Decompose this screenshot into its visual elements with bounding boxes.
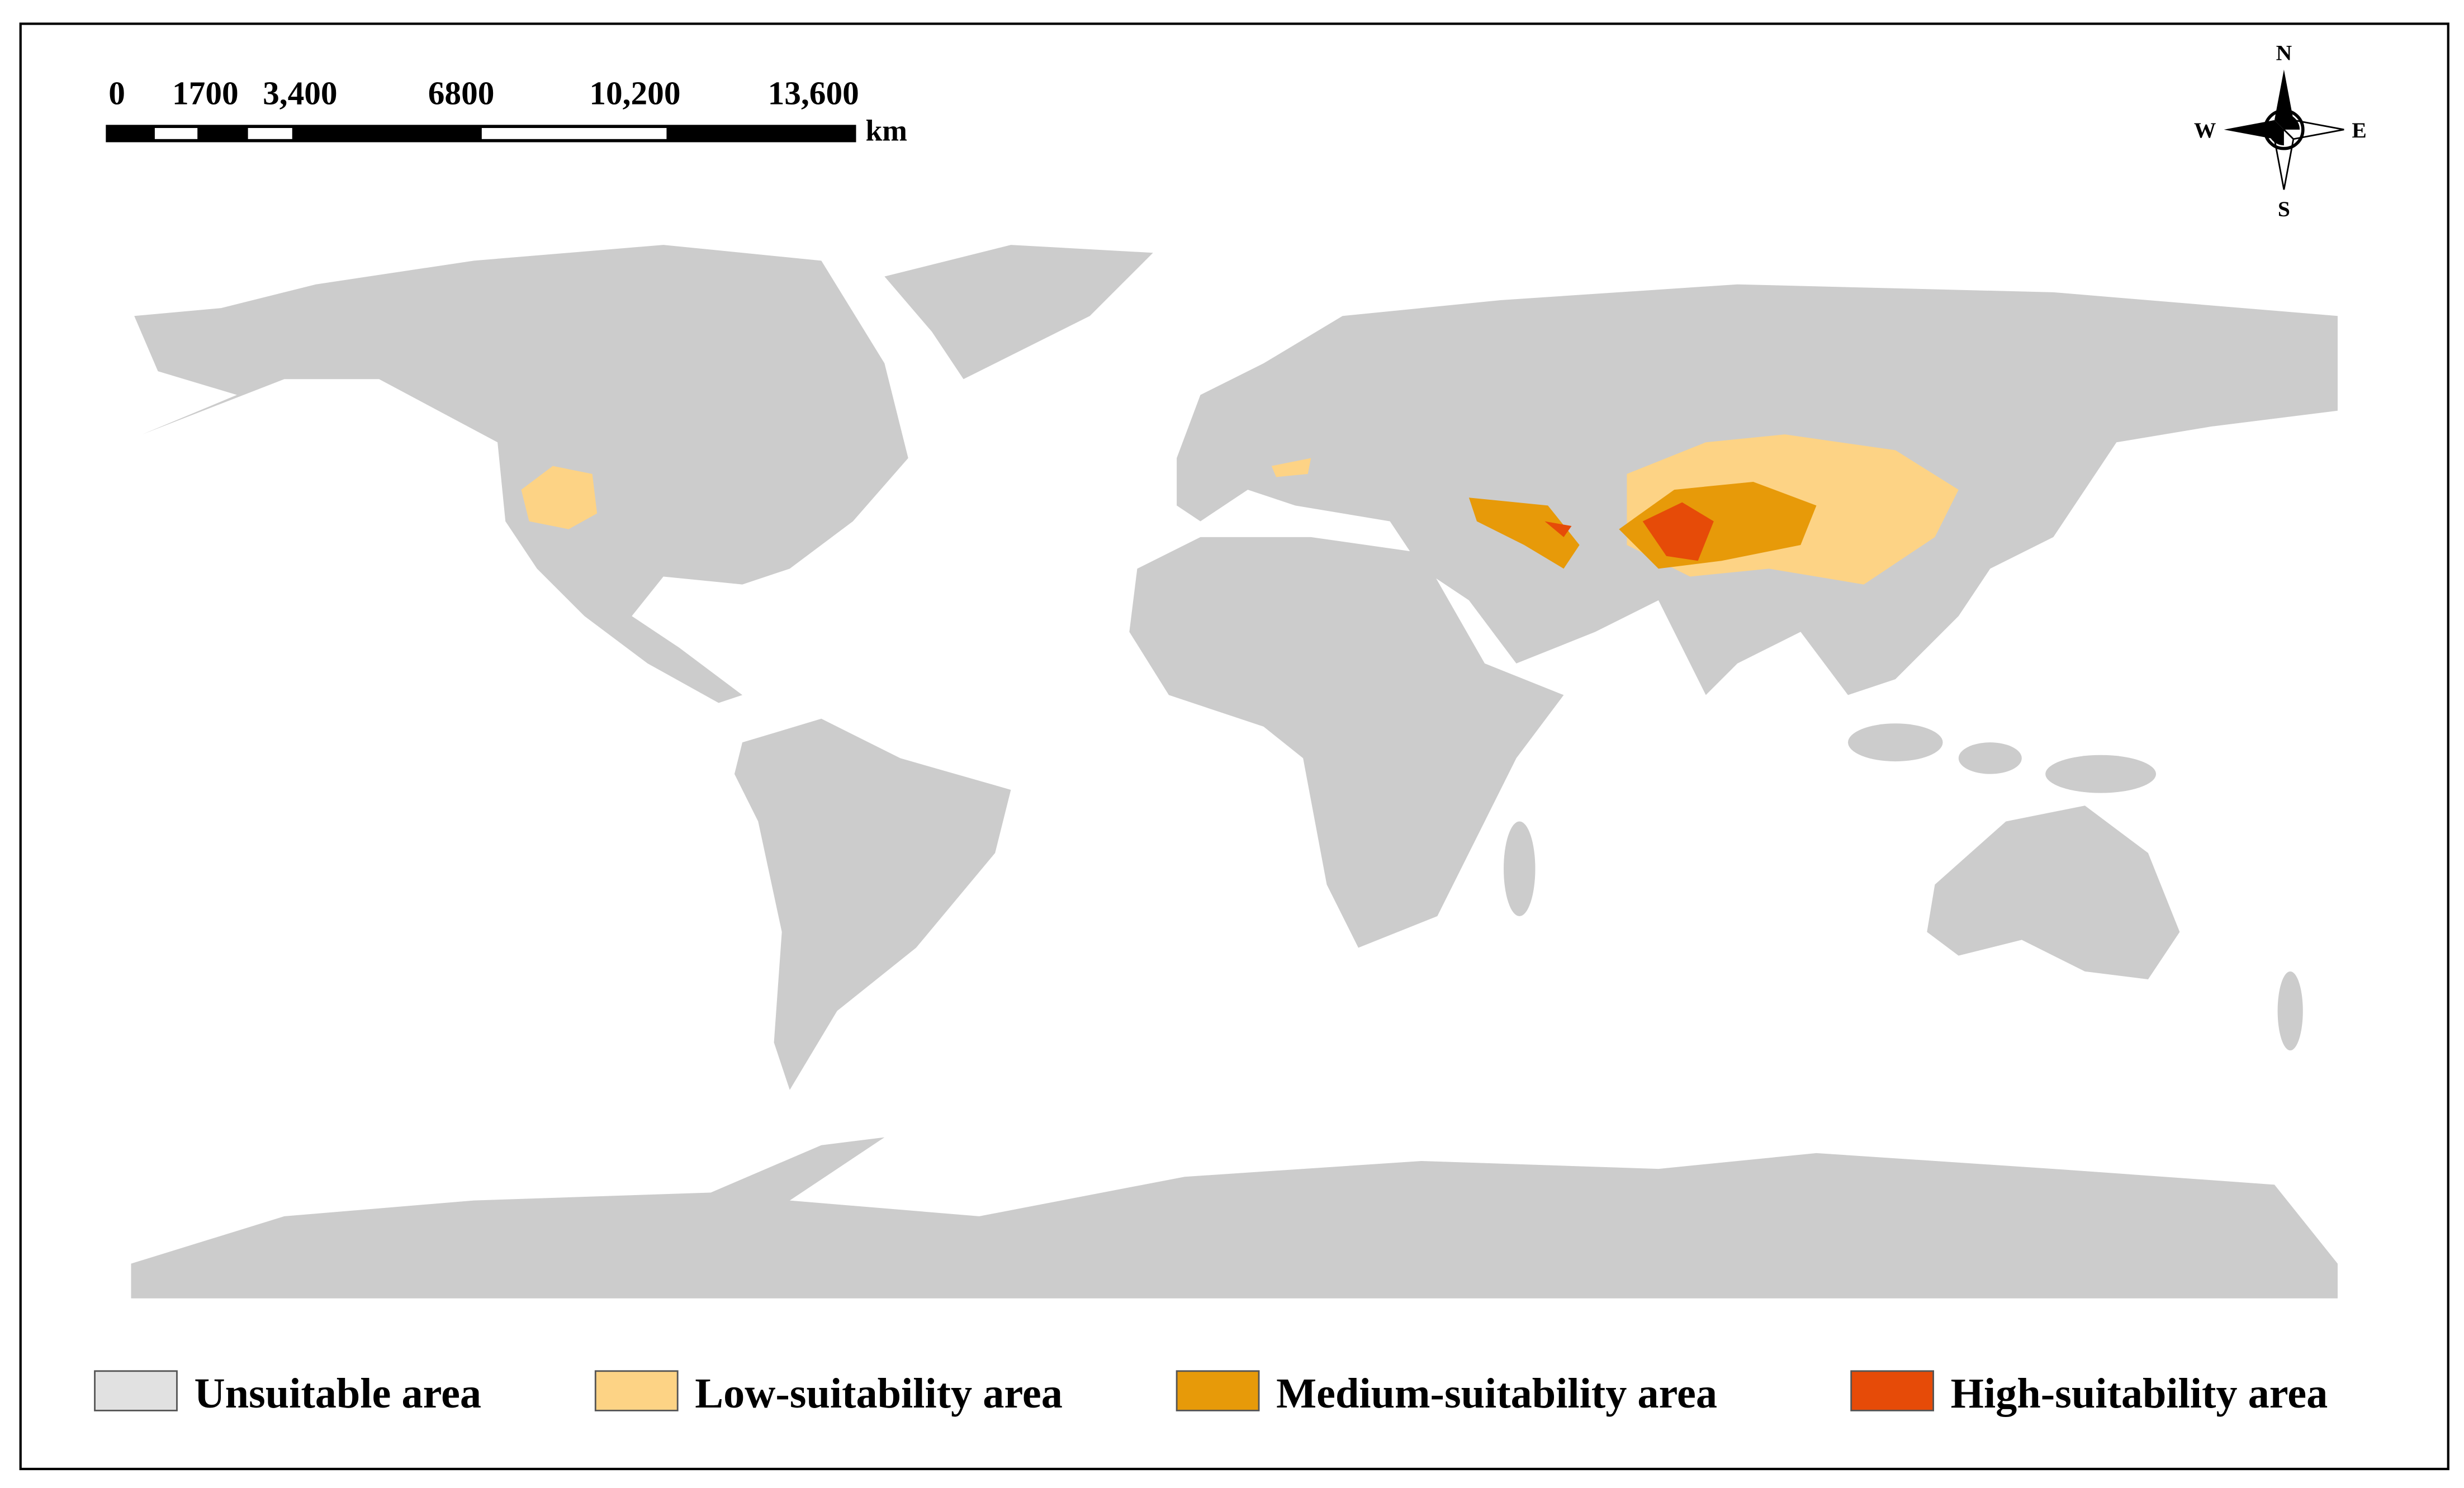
legend-label: Unsuitable area xyxy=(195,1369,482,1417)
legend-label: High-suitability area xyxy=(1951,1369,2328,1417)
scale-bar-body xyxy=(106,125,856,143)
scale-unit: km xyxy=(865,114,907,148)
legend: Unsuitable area Low-suitability area Mediu… xyxy=(94,1369,2328,1417)
high-zone xyxy=(1642,502,1714,561)
australia xyxy=(1927,805,2180,980)
south-america xyxy=(734,718,1011,1090)
high-zone xyxy=(1544,521,1572,537)
scale-label: 6800 xyxy=(428,75,495,112)
legend-label: Medium-suitability area xyxy=(1276,1369,1717,1417)
islands xyxy=(1848,723,1943,762)
medium-zone xyxy=(1468,497,1580,569)
antarctica xyxy=(131,1137,2338,1299)
scale-label: 3,400 xyxy=(263,75,337,112)
scale-label: 1700 xyxy=(172,75,239,112)
islands xyxy=(2045,755,2156,793)
legend-swatch xyxy=(1850,1370,1934,1411)
islands xyxy=(1958,742,2022,774)
legend-swatch xyxy=(1176,1370,1260,1411)
compass-label: E xyxy=(2352,118,2366,143)
africa xyxy=(1129,537,1564,948)
low-zone xyxy=(1271,458,1311,477)
scale-label: 10,200 xyxy=(589,75,680,112)
compass-label: S xyxy=(2278,197,2290,221)
north-america xyxy=(134,245,908,703)
legend-label: Low-suitability area xyxy=(695,1369,1063,1417)
world-map xyxy=(131,245,2338,1299)
madagascar xyxy=(1504,821,1536,916)
scale-bar-segment xyxy=(248,128,292,139)
scale-bar-segment xyxy=(154,128,198,139)
compass-label: N xyxy=(2276,40,2292,65)
scale-bar-segment xyxy=(481,128,667,139)
compass-label: W xyxy=(2194,118,2216,143)
compass: N S E W xyxy=(2194,40,2367,221)
legend-swatch xyxy=(94,1370,178,1411)
islands xyxy=(1200,387,1264,435)
low-zone xyxy=(521,466,598,529)
scale-label: 13,600 xyxy=(768,75,859,112)
islands xyxy=(2277,971,2303,1051)
scale-label: 0 xyxy=(108,75,125,112)
legend-swatch xyxy=(594,1370,679,1411)
greenland xyxy=(884,245,1153,380)
suitability-zones xyxy=(521,434,1959,585)
